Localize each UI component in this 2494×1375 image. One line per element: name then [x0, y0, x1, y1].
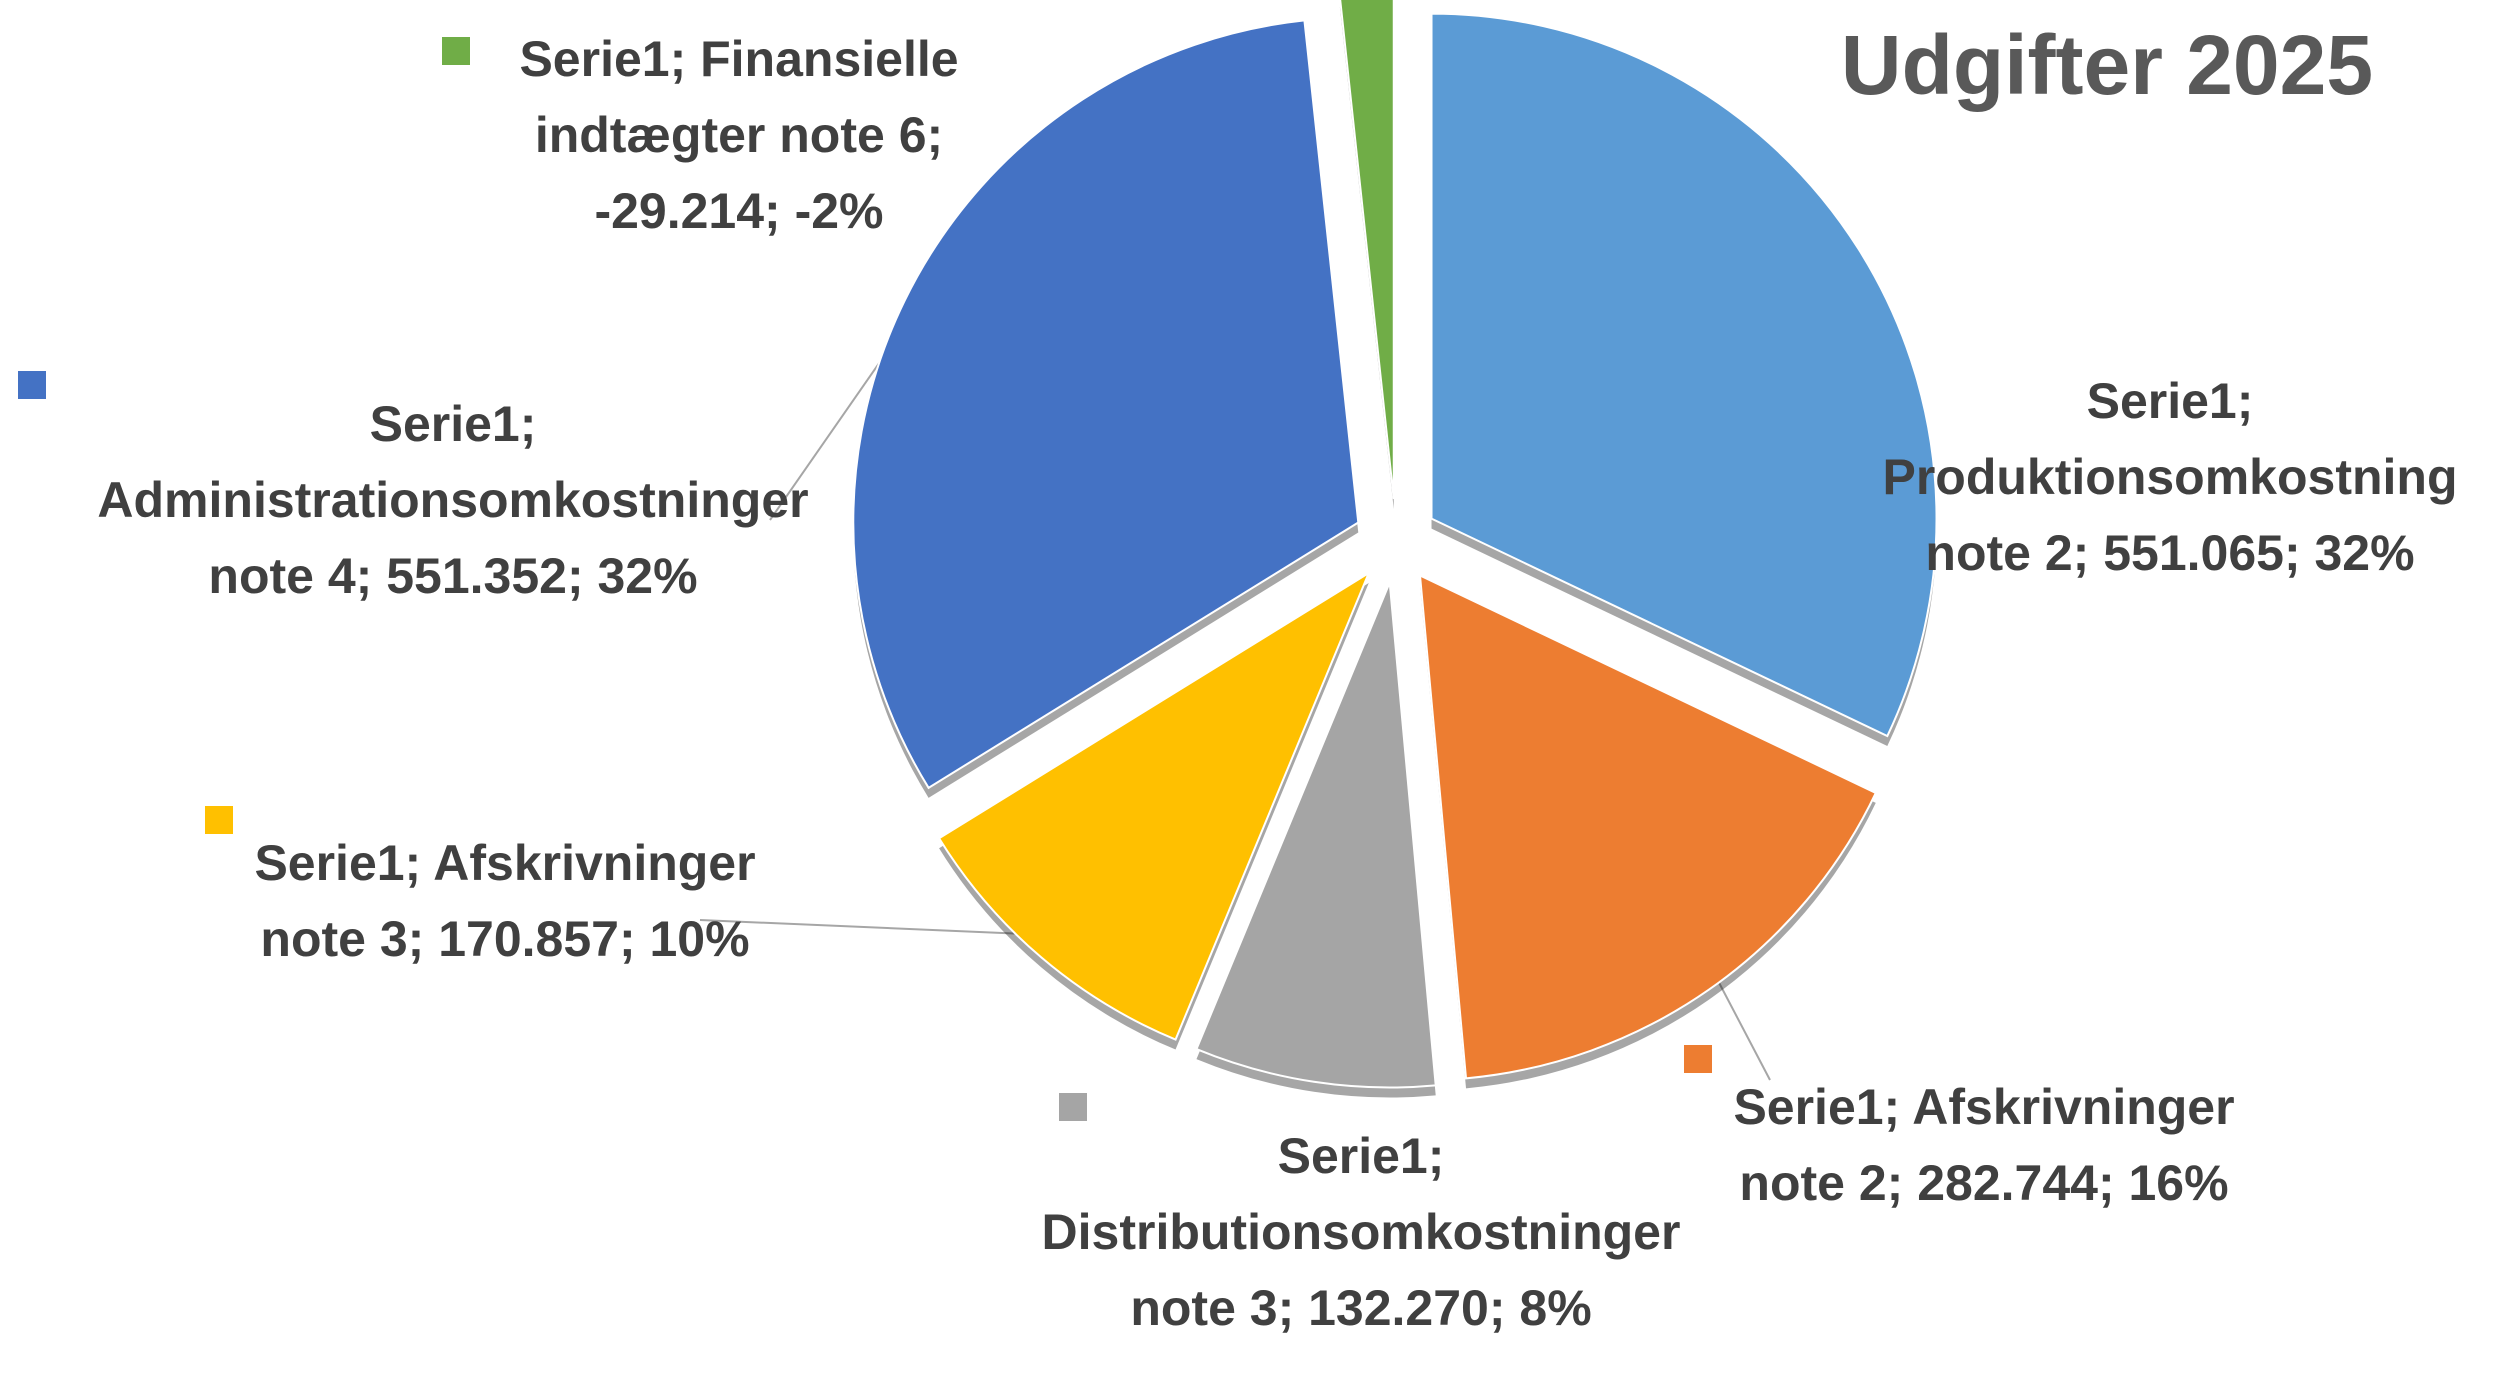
chart-title: Udgifter 2025 [1841, 18, 2373, 112]
pie-slice [1418, 573, 1878, 1080]
legend-key [18, 371, 46, 399]
legend-key [442, 37, 470, 65]
data-label: Serie1; Administrationsomkostninger note 4… [97, 396, 808, 604]
pie-slice [852, 19, 1360, 790]
data-label: Serie1; Afskrivninger note 3; 170.857; 10… [254, 835, 755, 967]
pie-slice [937, 570, 1371, 1041]
legend-key [1784, 398, 1812, 426]
legend-key [205, 806, 233, 834]
data-label: Serie1; Produktionsomkostning note 2; 551.… [1883, 373, 2458, 581]
data-label: Serie1; Afskrivninger note 2; 282.744; 16… [1733, 1079, 2234, 1211]
pie-slice [1195, 582, 1437, 1089]
leader-line [1714, 974, 1771, 1081]
legend-key [1059, 1093, 1087, 1121]
data-label: Serie1; Finansielle indtægter note 6; -29.… [519, 31, 958, 239]
leader-line [699, 919, 1051, 936]
pie-slice [1430, 12, 1938, 738]
pie-slice [1339, 0, 1395, 500]
data-label: Serie1; Distributionsomkostninger note 3; … [1042, 1128, 1681, 1336]
legend-key [1684, 1045, 1712, 1073]
